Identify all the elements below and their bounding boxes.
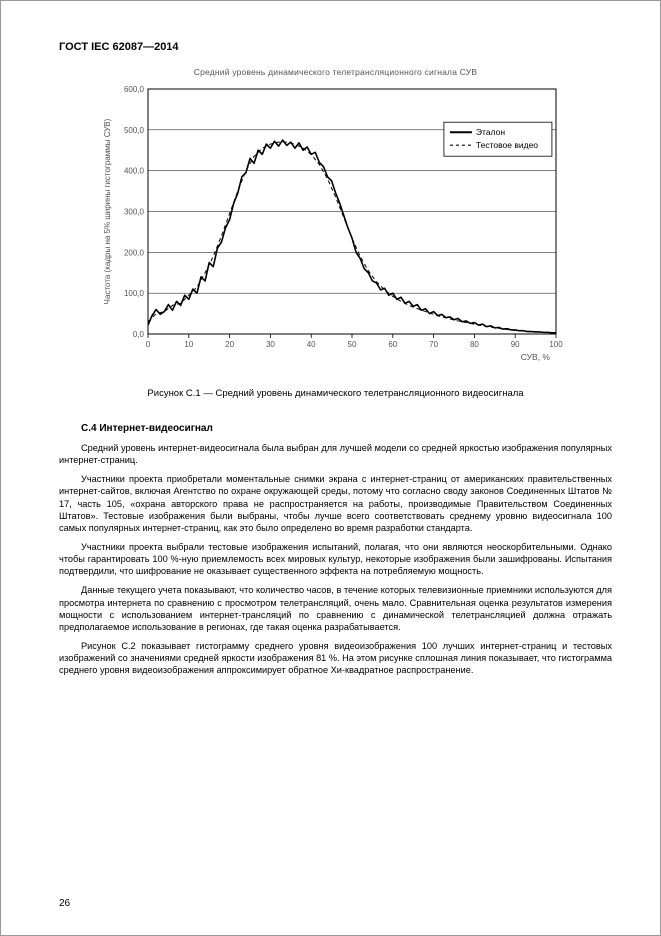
svg-text:500,0: 500,0 <box>123 126 144 135</box>
svg-text:40: 40 <box>306 340 315 349</box>
page-number: 26 <box>59 898 70 909</box>
figure-caption: Рисунок С.1 — Средний уровень динамическ… <box>59 388 612 399</box>
section-title: С.4 Интернет-видеосигнал <box>81 423 612 434</box>
body-text: Средний уровень интернет-видеосигнала бы… <box>59 442 612 676</box>
chart-container: 0,0 100,0 200,0 300,0 400,0 500,0 600,0 0 10 20 30… <box>96 79 576 374</box>
chart-super-title: Средний уровень динамического телетрансл… <box>59 67 612 77</box>
svg-text:400,0: 400,0 <box>123 167 144 176</box>
svg-text:90: 90 <box>510 340 519 349</box>
svg-text:0: 0 <box>145 340 150 349</box>
svg-text:50: 50 <box>347 340 356 349</box>
svg-text:Эталон: Эталон <box>475 127 504 137</box>
svg-text:0,0: 0,0 <box>132 330 144 339</box>
paragraph: Участники проекта выбрали тестовые изобр… <box>59 541 612 577</box>
paragraph: Данные текущего учета показывают, что ко… <box>59 584 612 633</box>
svg-text:20: 20 <box>225 340 234 349</box>
svg-text:Частота (кадры на 5% ширины ги: Частота (кадры на 5% ширины гистограммы … <box>103 118 112 304</box>
svg-text:200,0: 200,0 <box>123 248 144 257</box>
svg-text:10: 10 <box>184 340 193 349</box>
paragraph: Рисунок C.2 показывает гистограмму средн… <box>59 640 612 676</box>
svg-text:300,0: 300,0 <box>123 208 144 217</box>
standard-header: ГОСТ IEC 62087—2014 <box>59 41 612 53</box>
svg-text:70: 70 <box>429 340 438 349</box>
svg-text:Тестовое видео: Тестовое видео <box>475 140 537 150</box>
paragraph: Средний уровень интернет-видеосигнала бы… <box>59 442 612 466</box>
svg-text:60: 60 <box>388 340 397 349</box>
svg-text:80: 80 <box>469 340 478 349</box>
line-chart: 0,0 100,0 200,0 300,0 400,0 500,0 600,0 0 10 20 30… <box>96 79 576 369</box>
document-page: ГОСТ IEC 62087—2014 Средний уровень дина… <box>0 0 661 936</box>
svg-text:30: 30 <box>265 340 274 349</box>
svg-text:100: 100 <box>549 340 563 349</box>
svg-text:100,0: 100,0 <box>123 289 144 298</box>
paragraph: Участники проекта приобретали моментальн… <box>59 473 612 534</box>
svg-text:СУВ, %: СУВ, % <box>520 352 550 362</box>
svg-text:600,0: 600,0 <box>123 85 144 94</box>
